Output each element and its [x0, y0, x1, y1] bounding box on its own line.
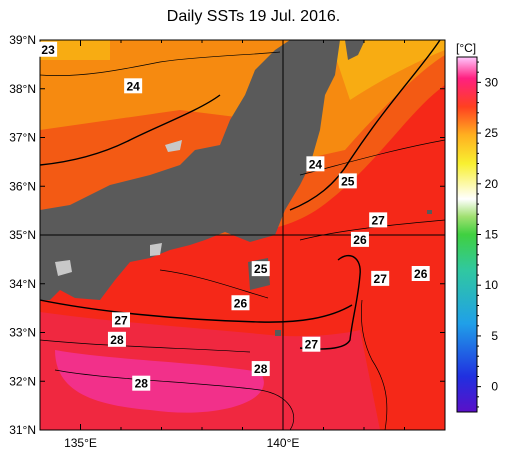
contour-label: 27 — [305, 338, 319, 352]
contour-labels: 23 24 24 25 27 26 25 27 26 26 27 28 27 28 28 — [39, 41, 430, 391]
latitude-label: 32°N — [9, 374, 36, 388]
colorbar-tick-label: 5 — [491, 329, 498, 343]
colorbar-tick-label: 30 — [485, 75, 499, 89]
contour-label: 28 — [254, 362, 268, 376]
contour-24-west — [40, 94, 221, 166]
contour-28-north — [40, 339, 251, 353]
contour-label-box — [306, 156, 325, 172]
colorbar-tick-label: 0 — [491, 380, 498, 394]
contour-label-box — [371, 270, 390, 286]
contour-27 — [40, 299, 353, 323]
contour-label-box — [39, 41, 58, 57]
latitude-label: 36°N — [9, 179, 36, 193]
contour-27-east — [299, 255, 361, 350]
contour-label: 26 — [353, 233, 367, 247]
lake-biwa — [150, 243, 162, 256]
contour-label: 28 — [110, 333, 124, 347]
latitude-label: 33°N — [9, 326, 36, 340]
contour-label-box — [112, 312, 130, 328]
map-title: Daily SSTs 19 Jul. 2016. — [166, 8, 341, 25]
contour-label: 26 — [414, 267, 428, 281]
contour-label: 28 — [135, 377, 149, 391]
sst-zone-23-west — [40, 40, 110, 60]
contour-27-south — [360, 299, 388, 430]
latitude-labels: 39°N 38°N 37°N 36°N 35°N 34°N 33°N 32°N 31°N — [9, 33, 36, 437]
colorbar-tick-label: 25 — [485, 126, 499, 140]
contour-label: 27 — [114, 313, 128, 327]
contour-24-east — [289, 40, 441, 211]
axis-ticks — [39, 39, 446, 431]
longitude-labels: 135°E 140°E — [64, 436, 299, 450]
contour-28-south — [54, 369, 295, 430]
lake-shikoku — [55, 260, 72, 276]
contour-label: 23 — [41, 43, 55, 57]
contour-label-box — [231, 295, 250, 311]
contour-label: 27 — [371, 213, 385, 227]
latitude-label: 34°N — [9, 277, 36, 291]
contour-label: 24 — [309, 157, 323, 171]
contour-label-box — [132, 375, 151, 391]
latitude-label: 39°N — [9, 33, 36, 47]
colorbar-tick-label: 10 — [485, 278, 499, 292]
north-land — [345, 40, 365, 60]
contour-label-box — [124, 78, 143, 94]
contour-26-central — [159, 269, 269, 299]
lake-north — [165, 140, 182, 152]
colorbar-tick-label: 15 — [485, 228, 499, 242]
colorbar-unit-label: [°C] — [456, 41, 476, 55]
contour-label: 27 — [374, 272, 388, 286]
contour-label-box — [302, 336, 321, 352]
longitude-label: 140°E — [267, 436, 300, 450]
contour-label-box — [338, 173, 357, 189]
small-island-east — [427, 210, 432, 214]
sst-contours — [40, 40, 445, 430]
colorbar-tick-label: 20 — [485, 177, 499, 191]
contour-label-box — [369, 212, 388, 228]
contour-label-box — [411, 266, 430, 281]
contour-label-box — [251, 261, 270, 277]
contour-label-box — [251, 361, 270, 377]
small-island — [275, 330, 281, 336]
colorbar-ticks: 30 25 20 15 10 5 0 — [477, 61, 499, 408]
contour-26-east — [299, 219, 445, 241]
contour-label: 25 — [341, 174, 355, 188]
latitude-label: 31°N — [9, 423, 36, 437]
longitude-label: 135°E — [64, 436, 97, 450]
colorbar-scale — [456, 56, 478, 413]
contour-label: 26 — [234, 296, 248, 310]
contour-label-box — [107, 331, 126, 347]
contour-label: 25 — [254, 262, 268, 276]
latitude-label: 37°N — [9, 131, 36, 145]
contour-label: 24 — [126, 79, 140, 93]
contour-23-west — [40, 51, 281, 76]
contour-25-east — [299, 139, 445, 176]
latitude-label: 38°N — [9, 82, 36, 96]
latitude-label: 35°N — [9, 228, 36, 242]
sst-zone-23-east — [330, 40, 445, 100]
contour-label-box — [350, 231, 369, 247]
